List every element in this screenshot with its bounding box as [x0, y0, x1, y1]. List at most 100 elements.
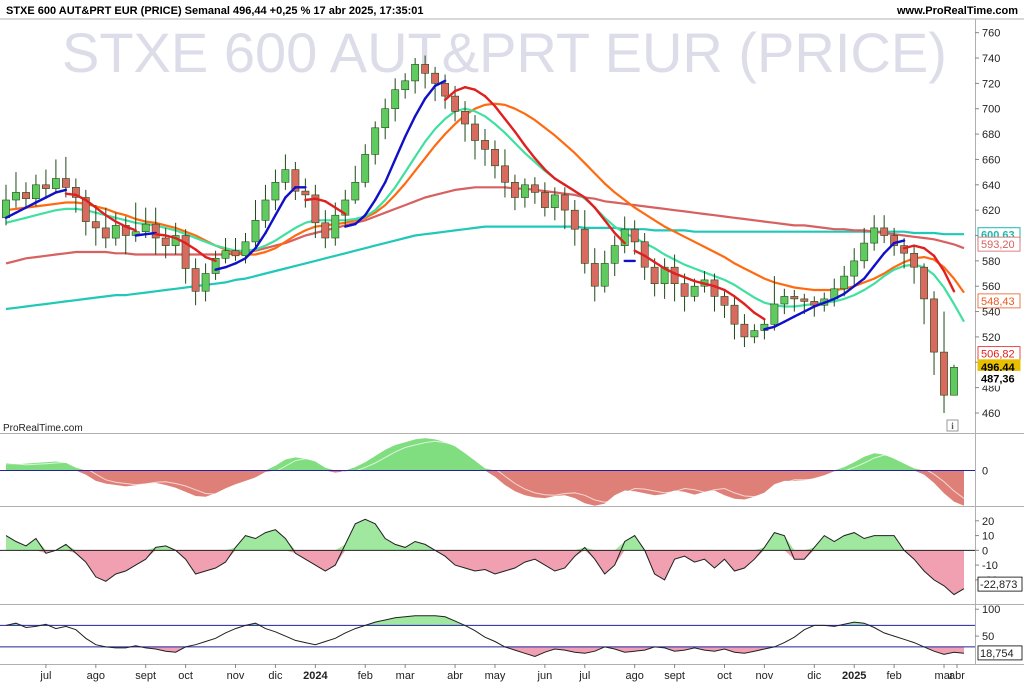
candle	[481, 129, 489, 166]
svg-text:18,754: 18,754	[980, 648, 1014, 660]
series-segment-mm-media	[324, 200, 337, 209]
series-segment-mm-media	[194, 248, 207, 259]
x-tick-label: dic	[807, 670, 822, 682]
y-tick-label: 580	[982, 256, 1000, 268]
series-segment-mm-corta	[264, 213, 277, 235]
chart-title: STXE 600 AUT&PRT EUR (PRICE) Semanal 496…	[6, 5, 423, 17]
series-segment-mm-media	[84, 198, 98, 209]
candle	[720, 291, 729, 318]
watermark: STXE 600 AUT&PRT EUR (PRICE)	[62, 21, 947, 84]
candle	[890, 227, 898, 256]
candle	[141, 207, 150, 239]
candle	[750, 324, 759, 344]
price-pane	[2, 55, 965, 413]
candle	[920, 263, 928, 325]
candle	[530, 177, 539, 204]
series-segment-mm-media	[593, 206, 606, 222]
candle	[231, 238, 240, 261]
x-tick-label: nov	[227, 670, 245, 682]
series-segment-mm-corta	[843, 285, 856, 295]
series-segment-mm-corta	[14, 206, 28, 214]
series-segment-mm-media	[703, 282, 716, 288]
series-segment-mm-corta	[144, 231, 157, 236]
candle	[560, 187, 569, 230]
series-segment-mm-media	[563, 183, 576, 193]
info-icon[interactable]: i	[946, 419, 959, 432]
series-segment-mm-media	[204, 255, 217, 263]
candle	[161, 227, 170, 259]
candle	[930, 291, 938, 375]
svg-text:-22,873: -22,873	[980, 579, 1017, 591]
candle	[181, 229, 190, 284]
candle	[351, 165, 360, 204]
candle	[620, 216, 629, 254]
osc-1-positive-area	[6, 438, 964, 471]
osc-3-line	[5, 615, 965, 658]
series-segment-mm-corta	[364, 198, 377, 217]
series-segment-mm-corta	[4, 211, 18, 220]
y-tick-label: 10	[982, 531, 994, 543]
series-segment-mm-media	[643, 254, 656, 264]
candle	[650, 258, 659, 297]
candle	[790, 290, 799, 312]
candle	[12, 172, 20, 208]
series-segment-mm-corta	[44, 191, 58, 199]
x-tick-label: feb	[358, 670, 373, 682]
y-tick-label: 740	[982, 53, 1000, 65]
series-segment-mm-corta	[374, 181, 387, 202]
series-segment-mm-media	[663, 267, 676, 275]
candle	[151, 207, 160, 255]
candle	[630, 220, 639, 255]
series-segment-mm-media	[463, 85, 477, 91]
price-label: 487,36	[977, 370, 1021, 386]
series-segment-mm-media	[523, 144, 537, 160]
series-segment-mm-corta	[54, 188, 68, 194]
series-segment-mm-corta	[873, 252, 886, 268]
candle	[361, 144, 370, 188]
candle	[950, 364, 958, 396]
candle	[311, 184, 320, 239]
site-link[interactable]: www.ProRealTime.com	[896, 5, 1018, 17]
series-segment-mm-media	[174, 236, 187, 245]
series-segment-mm-media	[513, 130, 527, 147]
x-tick-label: abr	[447, 670, 463, 682]
svg-text:506,82: 506,82	[981, 349, 1015, 361]
series-segment-mm-media	[314, 197, 327, 203]
candle	[271, 169, 280, 211]
series-segment-mm-media	[743, 302, 756, 314]
osc-1-negative-area	[6, 470, 964, 506]
series-segment-mm-corta	[24, 201, 38, 209]
y-tick-label: 20	[982, 516, 994, 528]
series-segment-mm-media	[942, 269, 956, 293]
series-segment-mm-media	[922, 246, 936, 258]
series-segment-mm-media	[334, 206, 347, 216]
y-tick-label: 540	[982, 307, 1000, 319]
series-segment-mm-corta	[344, 222, 357, 228]
candle	[81, 189, 90, 236]
osc-1-signal-line	[6, 440, 965, 503]
series-segment-mm-corta	[354, 213, 367, 226]
x-tick-label: mar	[935, 670, 954, 682]
candle	[261, 184, 270, 228]
candle	[291, 161, 300, 201]
y-tick-label: 760	[982, 28, 1000, 40]
candle	[580, 210, 589, 274]
series-segment-mm-media	[683, 276, 696, 283]
candle	[91, 205, 100, 246]
y-tick-label: 620	[982, 205, 1000, 217]
x-tick-label: feb	[886, 670, 901, 682]
series-segment-mm-corta	[882, 241, 896, 255]
candle	[321, 210, 330, 249]
series-segment-mm-corta	[833, 292, 846, 301]
y-tick-label: 720	[982, 78, 1000, 90]
series-segment-mm-media	[503, 117, 517, 133]
candle	[411, 58, 419, 94]
series-segment-mm-corta	[234, 257, 247, 265]
svg-text:496,44: 496,44	[981, 362, 1016, 374]
oscillator-pane-3	[0, 615, 975, 658]
series-segment-mm-media	[164, 234, 177, 240]
series-segment-mm-media	[443, 89, 457, 102]
series-segment-mm-media	[74, 193, 88, 202]
candle	[491, 140, 499, 179]
